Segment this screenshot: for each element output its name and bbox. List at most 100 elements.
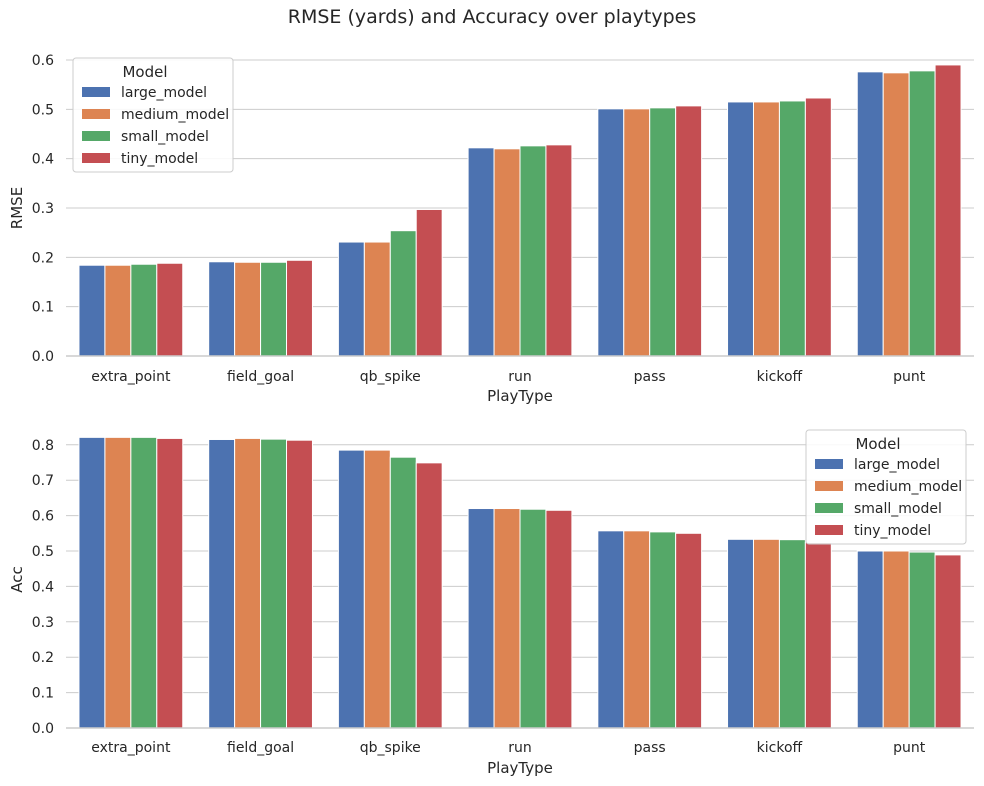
x-tick-label: extra_point: [91, 740, 171, 756]
bar-extra_point-medium_model: [104, 264, 132, 357]
bar-field_goal-large_model: [208, 261, 236, 357]
legend-label: medium_model: [121, 107, 229, 123]
bar-field_goal-tiny_model: [286, 439, 313, 729]
bar-pass-tiny_model: [675, 105, 703, 357]
bar-qb_spike-large_model: [337, 449, 365, 729]
bar-kickoff-large_model: [727, 538, 754, 729]
bar-extra_point-tiny_model: [156, 437, 184, 729]
bar-field_goal-large_model: [208, 438, 236, 729]
bar-qb_spike-tiny_model: [415, 208, 443, 357]
bar-punt-tiny_model: [934, 64, 962, 357]
legend-label: small_model: [854, 501, 942, 517]
bar-kickoff-small_model: [778, 539, 806, 729]
bar-qb_spike-medium_model: [363, 449, 391, 729]
y-tick-label: 0.4: [32, 579, 54, 595]
legend-swatch: [815, 481, 843, 491]
figure-title: RMSE (yards) and Accuracy over playtypes: [287, 6, 697, 28]
bar-pass-large_model: [597, 530, 625, 729]
legend-swatch: [815, 503, 843, 513]
y-tick-label: 0.1: [32, 686, 54, 702]
bar-punt-large_model: [856, 71, 884, 357]
bar-pass-large_model: [597, 108, 625, 357]
y-tick-label: 0.6: [32, 509, 54, 525]
bar-punt-small_model: [908, 551, 936, 729]
x-tick-label: extra_point: [91, 369, 171, 385]
y-tick-label: 0.6: [32, 53, 54, 69]
bar-extra_point-large_model: [78, 264, 106, 357]
chart-1: 0.0 0.1 0.2 0.3 0.4 0.5 0.6 extra_point field_go…: [8, 53, 974, 405]
bar-punt-tiny_model: [934, 554, 962, 729]
bar-punt-small_model: [908, 70, 936, 357]
bar-run-tiny_model: [545, 144, 573, 357]
bar-qb_spike-small_model: [389, 456, 417, 729]
y-tick-label: 0.4: [32, 152, 54, 168]
x-tick-label: kickoff: [757, 740, 803, 756]
x-tick-label: pass: [634, 369, 666, 385]
bar-run-small_model: [519, 145, 547, 357]
bar-qb_spike-tiny_model: [415, 462, 443, 729]
x-tick-label: field_goal: [227, 369, 294, 385]
y-tick-label: 0.0: [32, 721, 54, 737]
y-tick-label: 0.3: [32, 201, 54, 217]
legend: Model large_model medium_model small_modelt…: [805, 429, 967, 545]
bar-run-large_model: [467, 147, 495, 357]
bar-field_goal-tiny_model: [286, 259, 313, 357]
bar-kickoff-medium_model: [752, 538, 780, 729]
x-tick-label: punt: [893, 369, 926, 385]
bar-field_goal-medium_model: [234, 437, 262, 729]
bar-kickoff-medium_model: [752, 101, 780, 357]
x-tick-label: qb_spike: [360, 369, 421, 385]
y-tick-label: 0.2: [32, 650, 54, 666]
bar-punt-medium_model: [882, 550, 910, 729]
legend-swatch: [82, 87, 110, 97]
legend-title: Model: [855, 435, 900, 453]
x-axis-label: PlayType: [487, 387, 553, 405]
y-tick-label: 0.5: [32, 102, 54, 118]
bar-run-large_model: [467, 508, 495, 729]
bar-punt-medium_model: [882, 72, 910, 357]
y-tick-label: 0.2: [32, 250, 54, 266]
bar-qb_spike-medium_model: [363, 241, 391, 357]
x-tick-label: run: [508, 369, 532, 385]
bar-kickoff-tiny_model: [804, 97, 832, 357]
y-axis-label: Acc: [8, 566, 26, 593]
y-tick-label: 0.3: [32, 615, 54, 631]
bar-field_goal-medium_model: [234, 261, 262, 357]
y-tick-label: 0.1: [32, 300, 54, 316]
bar-field_goal-small_model: [260, 261, 288, 357]
y-tick-label: 0.7: [32, 473, 54, 489]
legend-label: large_model: [121, 85, 207, 101]
x-tick-label: kickoff: [757, 369, 803, 385]
bar-extra_point-tiny_model: [156, 262, 184, 357]
x-tick-label: pass: [634, 740, 666, 756]
bar-kickoff-small_model: [778, 100, 806, 357]
legend-title: Model: [122, 63, 167, 81]
bar-pass-medium_model: [623, 530, 651, 729]
bar-run-small_model: [519, 508, 547, 729]
bar-extra_point-small_model: [130, 436, 158, 729]
x-tick-label: field_goal: [227, 740, 294, 756]
x-tick-label: punt: [893, 740, 926, 756]
legend-label: tiny_model: [854, 523, 931, 539]
legend-swatch: [815, 525, 843, 535]
legend-label: medium_model: [854, 479, 962, 495]
bar-extra_point-small_model: [130, 263, 158, 357]
legend-frame: [805, 429, 967, 545]
bar-pass-small_model: [649, 531, 677, 729]
y-tick-label: 0.0: [32, 349, 54, 365]
y-tick-label: 0.8: [32, 438, 54, 454]
bar-pass-tiny_model: [675, 532, 703, 729]
bar-kickoff-tiny_model: [804, 542, 832, 729]
bar-qb_spike-small_model: [389, 230, 417, 357]
legend-frame: [72, 57, 234, 173]
legend-swatch: [82, 131, 110, 141]
x-tick-label: qb_spike: [360, 740, 421, 756]
bar-punt-large_model: [856, 550, 884, 729]
bar-run-tiny_model: [545, 509, 573, 729]
bar-pass-small_model: [649, 107, 677, 357]
chart-2: 0.0 0.1 0.2 0.3 0.4 0.5 0.6 0.7 0.8 extra_point fi…: [8, 429, 974, 777]
bar-qb_spike-large_model: [337, 241, 365, 357]
x-tick-label: run: [508, 740, 532, 756]
legend-swatch: [82, 109, 110, 119]
